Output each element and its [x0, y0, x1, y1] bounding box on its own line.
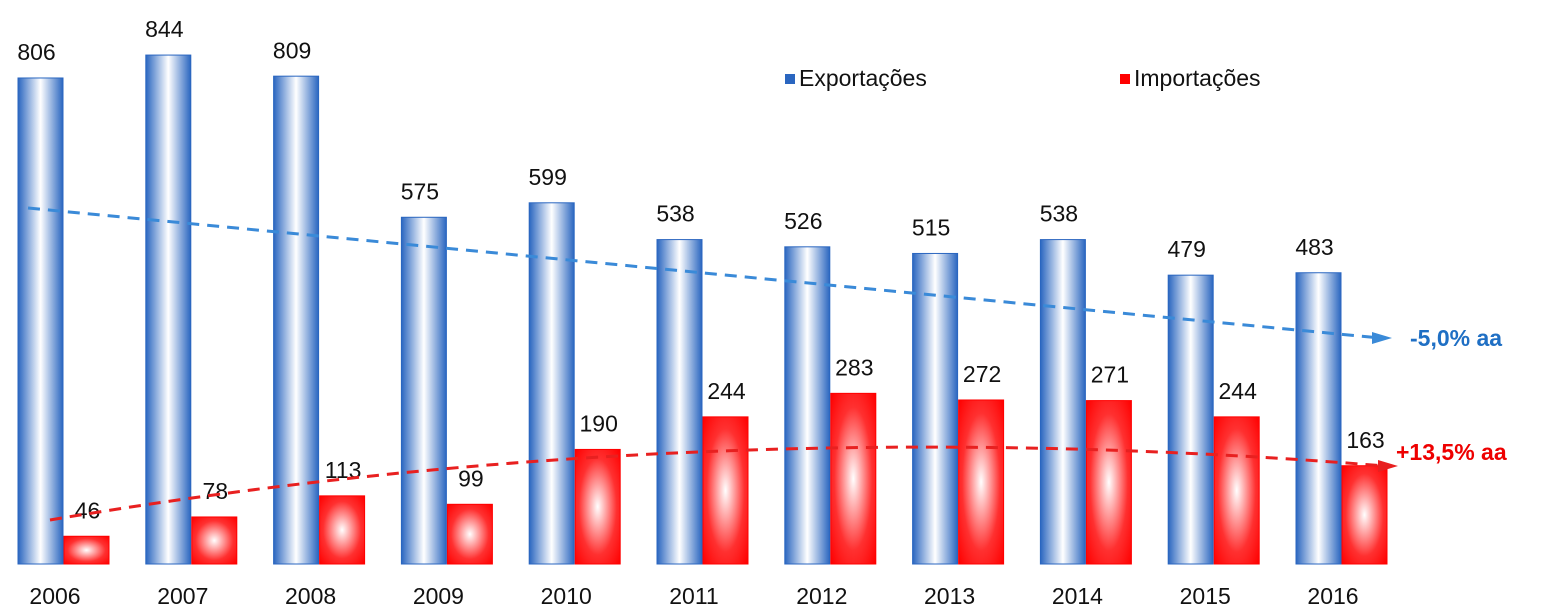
value-label: 99	[458, 465, 484, 491]
value-label: 844	[145, 16, 184, 42]
value-label: 483	[1295, 234, 1333, 260]
value-label: 244	[707, 378, 746, 404]
bar	[17, 77, 64, 565]
value-label: 515	[912, 215, 950, 241]
value-label: 46	[75, 497, 101, 523]
x-tick-label: 2013	[924, 583, 975, 609]
bar	[1167, 274, 1214, 565]
bar	[145, 54, 192, 565]
bar	[319, 495, 366, 565]
import-trend-arrow	[1378, 460, 1398, 472]
trend-lines	[27, 206, 1398, 522]
value-label: 244	[1219, 378, 1258, 404]
import-trend	[49, 445, 1386, 522]
bar	[400, 216, 447, 565]
x-tick-label: 2006	[29, 583, 80, 609]
export-trend-label: -5,0% aa	[1410, 325, 1502, 351]
value-label: 78	[203, 478, 229, 504]
x-tick-label: 2009	[413, 583, 464, 609]
value-label: 575	[401, 178, 439, 204]
bar	[784, 246, 831, 565]
bar	[702, 416, 749, 565]
legend-label: Exportações	[799, 65, 927, 91]
value-label: 599	[529, 164, 567, 190]
bar	[528, 202, 575, 565]
value-label: 538	[656, 201, 694, 227]
x-tick-label: 2008	[285, 583, 336, 609]
x-tick-label: 2012	[796, 583, 847, 609]
bar	[912, 252, 959, 565]
x-tick-label: 2016	[1307, 583, 1358, 609]
bar	[574, 448, 621, 565]
bar	[1085, 400, 1132, 565]
x-tick-label: 2007	[157, 583, 208, 609]
bar	[656, 239, 703, 565]
legend-swatch	[785, 74, 795, 84]
export-trend-arrow	[1372, 332, 1392, 344]
x-tick-label: 2011	[669, 583, 718, 609]
value-label: 272	[963, 361, 1001, 387]
bar	[1341, 465, 1388, 565]
bar	[191, 516, 238, 565]
bar	[958, 399, 1005, 565]
import-trend-label: +13,5% aa	[1396, 439, 1507, 465]
bar	[1295, 272, 1342, 565]
value-label: 271	[1091, 362, 1129, 388]
value-label: 163	[1346, 427, 1384, 453]
value-label: 190	[580, 411, 618, 437]
legend-label: Importações	[1134, 65, 1261, 91]
export-trend	[27, 206, 1381, 340]
bar	[1213, 416, 1260, 565]
bar	[273, 75, 320, 565]
value-label: 479	[1168, 236, 1206, 262]
value-label: 806	[17, 39, 55, 65]
value-label: 809	[273, 37, 311, 63]
x-tick-label: 2010	[541, 583, 592, 609]
bar	[446, 503, 493, 565]
x-tick-label: 2014	[1052, 583, 1103, 609]
value-label: 283	[835, 354, 873, 380]
x-tick-label: 2015	[1180, 583, 1231, 609]
value-label: 526	[784, 208, 822, 234]
bar	[830, 392, 877, 565]
legend-swatch	[1120, 74, 1130, 84]
bar	[63, 535, 110, 565]
value-label: 538	[1040, 201, 1078, 227]
bar	[1039, 239, 1086, 565]
